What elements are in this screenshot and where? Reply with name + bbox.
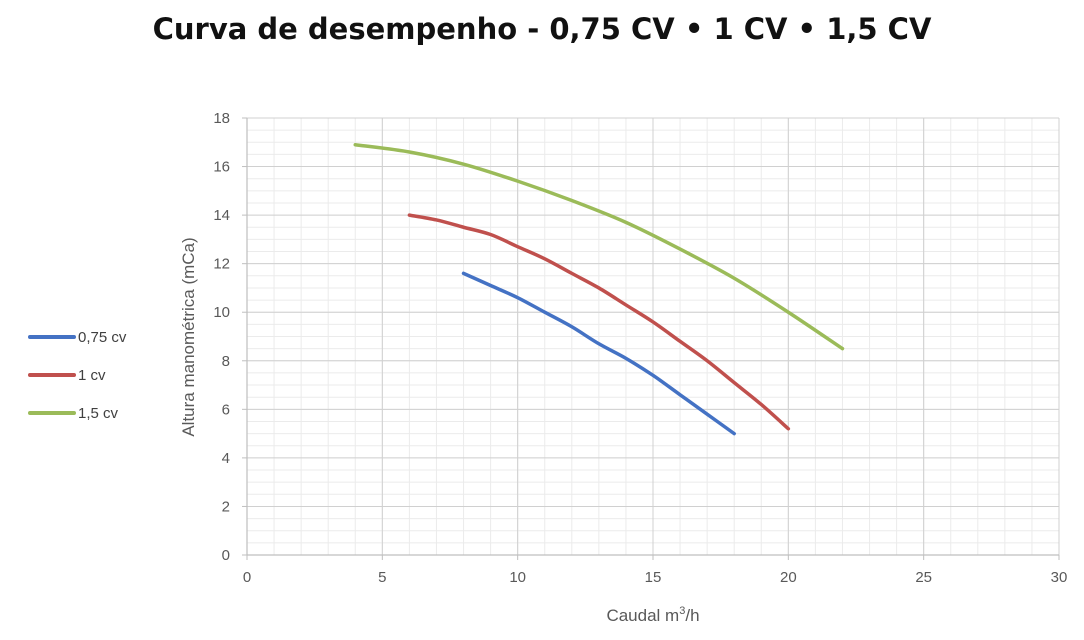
series-line-1-5-cv <box>353 142 845 351</box>
legend: 0,75 cv 1 cv 1,5 cv <box>28 329 127 422</box>
x-tick-label: 20 <box>780 569 797 586</box>
y-tick-label: 2 <box>222 498 230 515</box>
series-line-1-cv <box>407 213 791 431</box>
series-lines <box>353 142 845 436</box>
y-tick-label: 14 <box>213 207 230 224</box>
x-tick-label: 15 <box>645 569 662 586</box>
y-tick-labels: 0 2 4 6 8 10 12 14 16 18 <box>213 110 230 564</box>
x-tick-label: 10 <box>509 569 526 586</box>
x-tick-label: 30 <box>1051 569 1068 586</box>
x-axis-label: Caudal m3/h <box>606 605 699 625</box>
x-axis-label-main: Caudal m <box>606 606 679 625</box>
y-tick-label: 10 <box>213 304 230 321</box>
y-tick-label: 8 <box>222 353 230 370</box>
chart-title: Curva de desempenho - 0,75 CV • 1 CV • 1… <box>152 12 932 46</box>
legend-label-1-cv: 1 cv <box>78 367 106 384</box>
legend-label-0-75-cv: 0,75 cv <box>78 329 127 346</box>
legend-label-1-5-cv: 1,5 cv <box>78 405 119 422</box>
y-tick-label: 18 <box>213 110 230 127</box>
x-tick-label: 25 <box>915 569 932 586</box>
axes <box>242 117 1060 560</box>
x-tick-label: 5 <box>378 569 386 586</box>
x-tick-labels: 0 5 10 15 20 25 30 <box>243 569 1068 586</box>
series-line-0-75-cv <box>461 271 736 436</box>
y-axis-label: Altura manométrica (mCa) <box>179 237 198 436</box>
x-tick-label: 0 <box>243 569 251 586</box>
y-tick-label: 4 <box>222 450 230 467</box>
y-tick-label: 12 <box>213 256 230 273</box>
y-tick-label: 16 <box>213 159 230 176</box>
x-axis-label-tail: /h <box>685 606 699 625</box>
x-axis-label-sup: 3 <box>679 605 685 617</box>
y-tick-label: 0 <box>222 547 230 564</box>
y-tick-label: 6 <box>222 401 230 418</box>
